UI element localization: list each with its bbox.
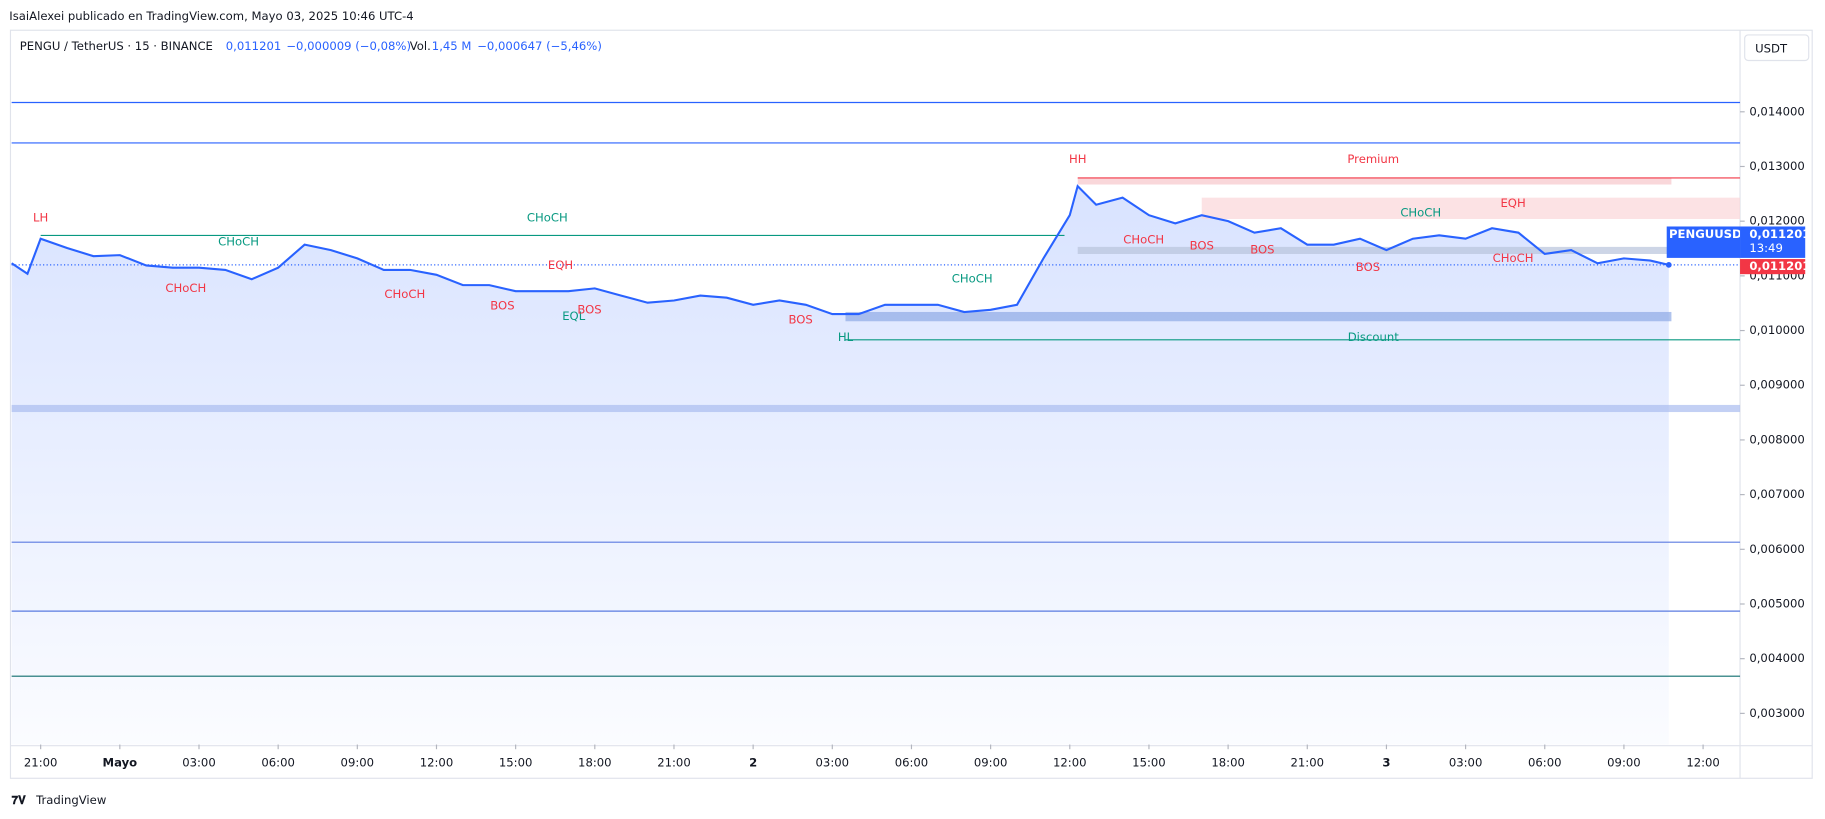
x-tick-label: 03:00	[816, 756, 850, 770]
vol: 1,45 M	[432, 39, 472, 53]
y-tick-label: 0,010000	[1749, 323, 1804, 337]
y-tick-label: 0,003000	[1749, 706, 1804, 720]
x-tick-label: 06:00	[895, 756, 929, 770]
y-tick-label: 0,012000	[1749, 214, 1804, 228]
annotation: EQH	[548, 258, 573, 272]
brand: TradingView	[35, 793, 107, 807]
last-point	[1665, 261, 1672, 268]
annotation: Premium	[1347, 152, 1399, 166]
y-tick-label: 0,014000	[1749, 104, 1804, 118]
x-tick-label: 21:00	[657, 756, 691, 770]
annotation: BOS	[788, 313, 812, 327]
published: IsaiAlexei publicado en TradingView.com,…	[9, 9, 413, 23]
y-tick-label: 0,007000	[1749, 487, 1804, 501]
y-tick-label: 0,008000	[1749, 432, 1804, 446]
close-tag	[1740, 259, 1806, 275]
y-tick-label: 0,004000	[1749, 651, 1804, 665]
annotation: CHoCH	[1123, 232, 1164, 246]
y-tick-label: 0,005000	[1749, 596, 1804, 610]
price: 0,011201	[226, 39, 281, 53]
x-tick-label: 3	[1382, 756, 1390, 770]
currency[interactable]: USDT	[1755, 41, 1788, 55]
annotation: BOS	[1250, 243, 1274, 257]
line	[11, 184, 1670, 316]
plot: 0,003000 0,004000 0,005000 0,006000 0,007000…	[11, 101, 1810, 770]
y-tick-label: 0,009000	[1749, 378, 1804, 392]
price-tag-symbol: PENGUUSDT	[1669, 227, 1750, 241]
axis-tag-countdown: 13:49	[1749, 241, 1783, 255]
x-tick-label: 12:00	[420, 756, 454, 770]
x-tick-label: 03:00	[1449, 756, 1483, 770]
x-tick-label: 15:00	[499, 756, 533, 770]
annotation: BOS	[577, 302, 601, 316]
close-tag-price: 0,011201	[1749, 259, 1810, 273]
area	[11, 186, 1669, 745]
annotation: EQL	[562, 309, 586, 323]
x-tick-label: 03:00	[182, 756, 216, 770]
annotation: CHoCH	[1493, 251, 1534, 265]
x-tick-label: 06:00	[261, 756, 295, 770]
x-tick-label: 2	[749, 756, 757, 770]
y-tick-label: 0,006000	[1749, 542, 1804, 556]
annotation: CHoCH	[218, 234, 259, 248]
annotation: BOS	[1190, 238, 1214, 252]
x-tick-label: 09:00	[341, 756, 375, 770]
annotation: CHoCH	[527, 210, 568, 224]
logo: 𝟕𝐕	[12, 793, 27, 807]
x-tick-label: 21:00	[24, 756, 58, 770]
axis-tag	[1740, 226, 1806, 258]
annotation: Discount	[1348, 330, 1399, 344]
x-tick-label: 09:00	[1607, 756, 1641, 770]
annotation: BOS	[1356, 260, 1380, 274]
x-tick-label: 18:00	[578, 756, 612, 770]
x-tick-label: 12:00	[1053, 756, 1087, 770]
zone	[11, 404, 1741, 413]
vol-change: −0,000647 (−5,46%)	[477, 39, 602, 53]
vol-label: Vol.	[410, 39, 431, 53]
frame	[9, 29, 1813, 779]
annotation: CHoCH	[384, 287, 425, 301]
zone	[1077, 246, 1672, 254]
x-tick-label: 12:00	[1686, 756, 1720, 770]
y-tick-label: 0,013000	[1749, 159, 1804, 173]
zone	[1077, 177, 1672, 185]
x-tick-label: 09:00	[974, 756, 1008, 770]
change: −0,000009 (−0,08%)	[286, 39, 411, 53]
x-tick-label: 18:00	[1211, 756, 1245, 770]
annotation: CHoCH	[1400, 205, 1441, 219]
annotation: CHoCH	[165, 281, 206, 295]
annotation: HL	[838, 330, 854, 344]
x-tick-label: 21:00	[1291, 756, 1325, 770]
annotation: BOS	[490, 298, 514, 312]
x-tick-label: 06:00	[1528, 756, 1562, 770]
zone	[1201, 197, 1741, 219]
annotation: EQH	[1500, 196, 1525, 210]
annotation: CHoCH	[952, 272, 993, 286]
x-tick-label: 15:00	[1132, 756, 1166, 770]
annotation: HH	[1069, 152, 1086, 166]
annotation: LH	[33, 210, 48, 224]
symbol: PENGU / TetherUS · 15 · BINANCE	[20, 39, 213, 53]
zone	[845, 311, 1672, 322]
price-tag	[1666, 226, 1741, 258]
axis-tag-price: 0,011201	[1749, 227, 1810, 241]
x-tick-label: Mayo	[103, 756, 138, 770]
currency-button[interactable]	[1744, 34, 1810, 62]
